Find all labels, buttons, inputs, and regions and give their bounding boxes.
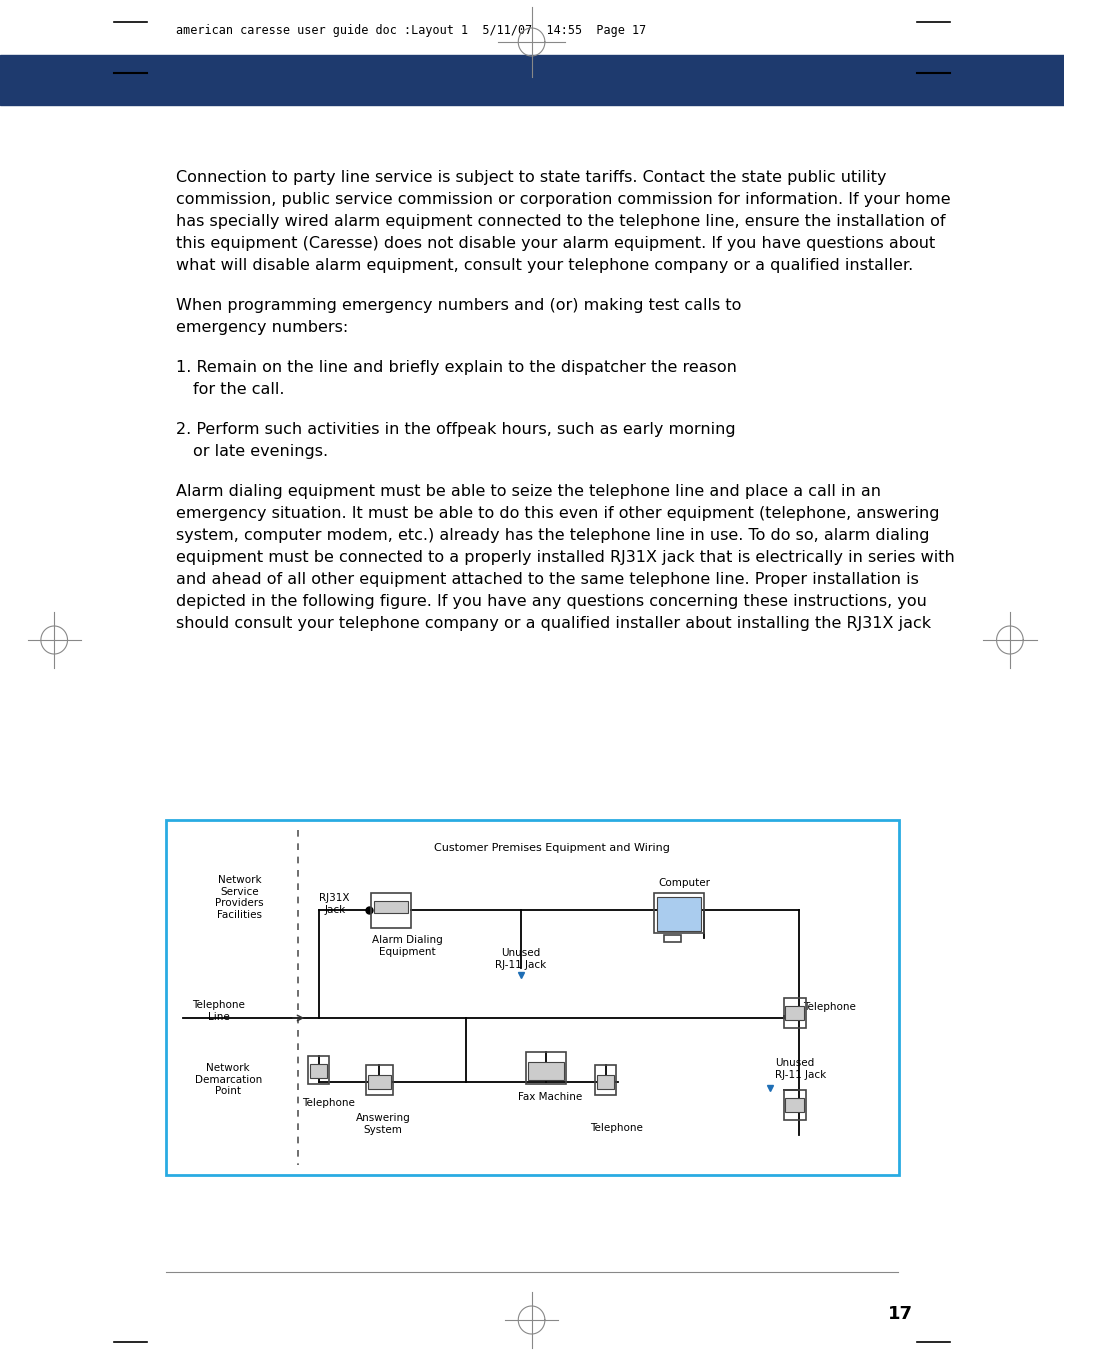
Text: Telephone: Telephone [803, 1002, 856, 1011]
Bar [366, 1065, 393, 1095]
Text: Customer Premises Equipment and Wiring: Customer Premises Equipment and Wiring [433, 844, 669, 853]
Bar [664, 935, 680, 942]
Bar [655, 893, 704, 934]
Text: 17: 17 [887, 1305, 913, 1323]
Text: equipment must be connected to a properly installed RJ31X jack that is electrica: equipment must be connected to a properl… [176, 550, 955, 565]
Text: Alarm dialing equipment must be able to seize the telephone line and place a cal: Alarm dialing equipment must be able to … [176, 485, 881, 500]
Bar [167, 820, 899, 1175]
Text: american caresse user guide doc :Layout 1  5/11/07  14:55  Page 17: american caresse user guide doc :Layout … [176, 23, 646, 37]
Text: emergency situation. It must be able to do this even if other equipment (telepho: emergency situation. It must be able to … [176, 506, 940, 521]
Text: depicted in the following figure. If you have any questions concerning these ins: depicted in the following figure. If you… [176, 594, 927, 609]
Text: system, computer modem, etc.) already has the telephone line in use. To do so, a: system, computer modem, etc.) already ha… [176, 528, 930, 543]
Bar [308, 1057, 329, 1084]
Text: or late evenings.: or late evenings. [194, 444, 328, 459]
Bar [598, 1076, 614, 1089]
Text: what will disable alarm equipment, consult your telephone company or a qualified: what will disable alarm equipment, consu… [176, 258, 913, 273]
Bar [526, 1052, 566, 1084]
Text: RJ31X
Jack: RJ31X Jack [320, 893, 350, 915]
Text: Telephone
Line: Telephone Line [192, 1001, 245, 1021]
Bar [310, 1063, 327, 1078]
Text: 1. Remain on the line and briefly explain to the dispatcher the reason: 1. Remain on the line and briefly explai… [176, 360, 736, 375]
Text: 2. Perform such activities in the offpeak hours, such as early morning: 2. Perform such activities in the offpea… [176, 422, 735, 437]
Text: Alarm Dialing
Equipment: Alarm Dialing Equipment [372, 935, 442, 957]
Text: for the call.: for the call. [194, 382, 284, 397]
Bar [374, 901, 408, 913]
Text: has specially wired alarm equipment connected to the telephone line, ensure the : has specially wired alarm equipment conn… [176, 214, 946, 229]
Bar [0, 55, 1064, 105]
Text: emergency numbers:: emergency numbers: [176, 319, 348, 334]
Text: Telephone: Telephone [590, 1123, 642, 1133]
Text: Unused
RJ-11 Jack: Unused RJ-11 Jack [496, 949, 547, 969]
Bar [783, 998, 807, 1028]
Bar [786, 1006, 805, 1020]
Bar [368, 1076, 391, 1089]
Bar [0, 0, 1064, 55]
Bar [370, 893, 411, 928]
Bar [528, 1062, 564, 1080]
Bar [783, 1091, 807, 1121]
Text: Computer: Computer [659, 878, 711, 889]
Bar [786, 1097, 805, 1112]
Text: Fax Machine: Fax Machine [517, 1092, 582, 1102]
Text: Network
Demarcation
Point: Network Demarcation Point [195, 1063, 262, 1096]
Text: Unused
RJ-11 Jack: Unused RJ-11 Jack [775, 1058, 826, 1080]
Text: Connection to party line service is subject to state tariffs. Contact the state : Connection to party line service is subj… [176, 171, 886, 186]
Text: commission, public service commission or corporation commission for information.: commission, public service commission or… [176, 192, 950, 207]
Bar [657, 897, 700, 931]
Text: Network
Service
Providers
Facilities: Network Service Providers Facilities [215, 875, 264, 920]
Text: When programming emergency numbers and (or) making test calls to: When programming emergency numbers and (… [176, 298, 741, 313]
Text: this equipment (Caresse) does not disable your alarm equipment. If you have ques: this equipment (Caresse) does not disabl… [176, 236, 935, 251]
Text: and ahead of all other equipment attached to the same telephone line. Proper ins: and ahead of all other equipment attache… [176, 572, 919, 587]
Text: Telephone: Telephone [302, 1097, 355, 1108]
Text: should consult your telephone company or a qualified installer about installing : should consult your telephone company or… [176, 616, 931, 631]
Text: Answering
System: Answering System [356, 1112, 411, 1134]
Bar [595, 1065, 617, 1095]
